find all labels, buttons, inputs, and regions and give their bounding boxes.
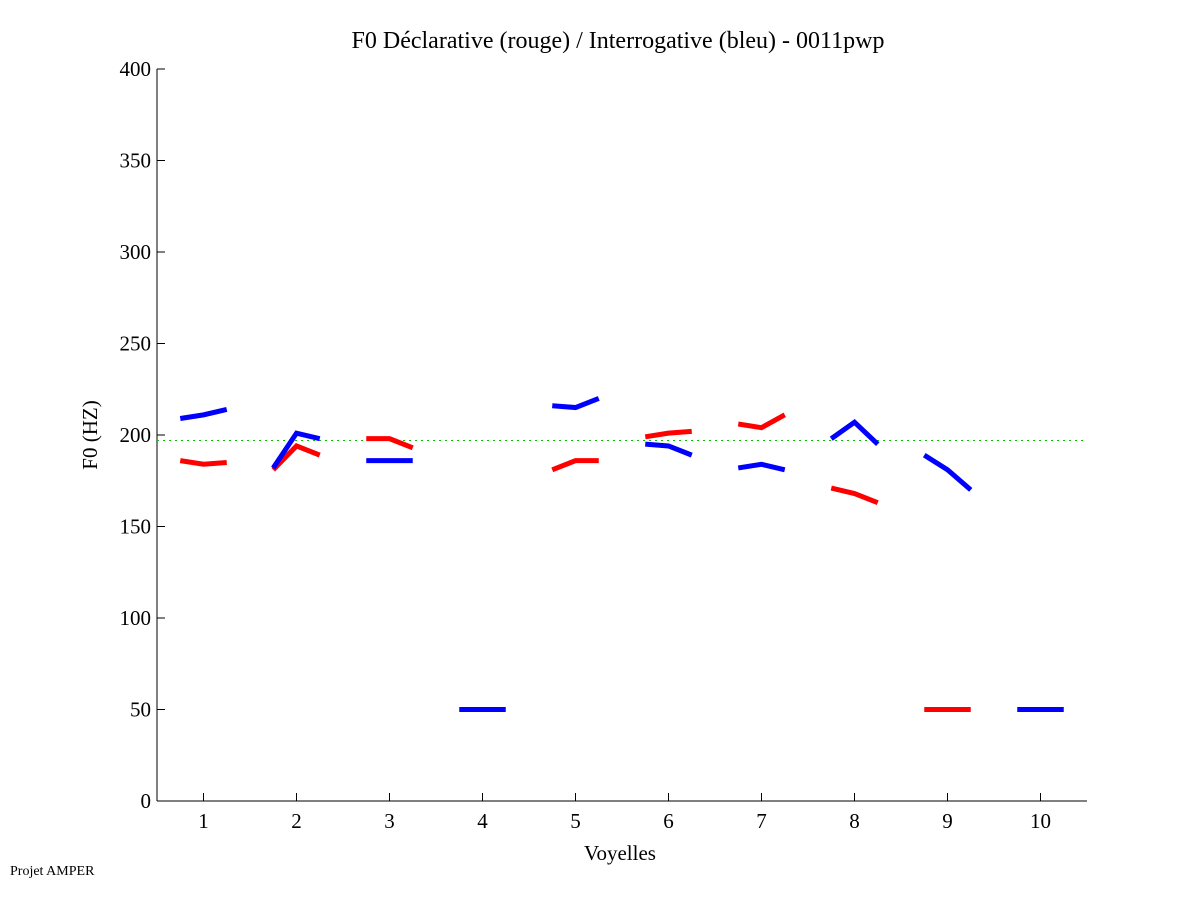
y-tick-label: 400 xyxy=(120,57,152,81)
f0-segment-vowel-5 xyxy=(551,458,599,473)
y-tick-label: 300 xyxy=(120,240,152,264)
y-tick-label: 100 xyxy=(120,606,152,630)
f0-segment-vowel-1 xyxy=(179,406,228,421)
footer-credit: Projet AMPER xyxy=(10,864,95,879)
f0-segment-vowel-8 xyxy=(829,418,880,446)
y-tick-label: 350 xyxy=(120,149,152,173)
chart-title: F0 Déclarative (rouge) / Interrogative (… xyxy=(352,28,885,54)
y-tick-label: 200 xyxy=(120,423,152,447)
f0-segment-vowel-7 xyxy=(737,461,786,473)
f0-segment-vowel-3 xyxy=(366,436,414,451)
x-tick-label: 6 xyxy=(663,809,674,833)
f0-segment-vowel-8 xyxy=(830,485,879,506)
x-tick-label: 4 xyxy=(477,809,488,833)
y-tick-label: 250 xyxy=(120,332,152,356)
x-tick-label: 9 xyxy=(942,809,953,833)
x-tick-label: 7 xyxy=(756,809,767,833)
f0-segment-vowel-2 xyxy=(271,430,321,470)
f0-segment-vowel-1 xyxy=(179,458,227,467)
x-tick-label: 8 xyxy=(849,809,860,833)
x-tick-label: 3 xyxy=(384,809,395,833)
f0-segment-vowel-2 xyxy=(271,443,321,472)
y-axis-label: F0 (HZ) xyxy=(78,400,102,469)
f0-segment-vowel-6 xyxy=(644,428,692,440)
x-tick-label: 1 xyxy=(198,809,209,833)
f0-segment-vowel-5 xyxy=(552,396,600,411)
y-tick-label: 150 xyxy=(120,515,152,539)
f0-segment-vowel-9 xyxy=(922,453,973,492)
y-tick-label: 0 xyxy=(141,789,152,813)
x-tick-label: 10 xyxy=(1030,809,1051,833)
y-tick-label: 50 xyxy=(130,698,151,722)
x-tick-label: 5 xyxy=(570,809,581,833)
f0-segment-vowel-7 xyxy=(737,412,786,431)
f0-segment-vowel-6 xyxy=(645,441,693,458)
x-tick-label: 2 xyxy=(291,809,302,833)
x-axis-label: Voyelles xyxy=(584,841,656,865)
